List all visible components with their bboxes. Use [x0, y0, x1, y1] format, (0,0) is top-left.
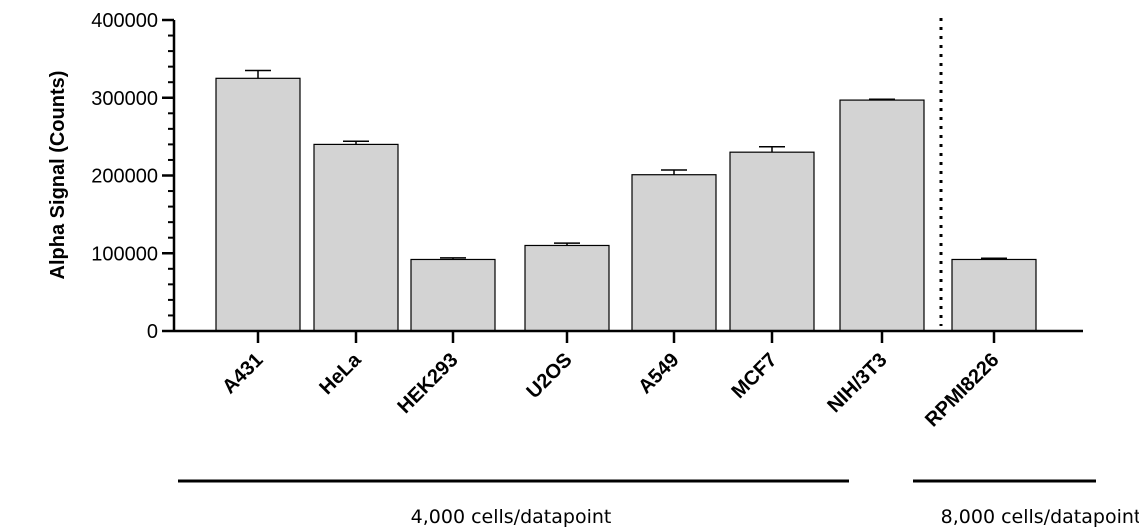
- y-tick-label: 0: [147, 321, 158, 343]
- bar: [631, 174, 717, 332]
- bar: [729, 151, 815, 332]
- y-tick-label: 100000: [91, 243, 158, 265]
- bar: [215, 77, 301, 332]
- bar: [410, 258, 496, 332]
- y-axis-title: Alpha Signal (Counts): [47, 71, 69, 280]
- bar: [951, 258, 1037, 332]
- x-tick-label: NIH/3T3: [823, 349, 891, 417]
- bars: [215, 69, 1037, 332]
- y-tick-label: 300000: [91, 88, 158, 110]
- x-tick-label: U2OS: [522, 349, 576, 403]
- bar: [524, 244, 610, 332]
- bar: [313, 143, 399, 332]
- group-label: 4,000 cells/datapoint: [411, 506, 612, 528]
- x-tick-label: A431: [218, 349, 267, 398]
- y-tick-label: 200000: [91, 166, 158, 188]
- group-label: 8,000 cells/datapoint: [941, 506, 1139, 528]
- x-tick-label: MCF7: [727, 349, 781, 403]
- group-annotations: 4,000 cells/datapoint 8,000 cells/datapoi…: [178, 479, 1139, 528]
- x-tick-label: HeLa: [315, 348, 366, 399]
- x-tick-label: A549: [634, 349, 683, 398]
- bar: [839, 99, 925, 332]
- x-axis: A431 HeLa HEK293 U2OS A549 MCF7 NIH/3T3 RPMI822…: [174, 18, 1083, 431]
- y-tick-label: 400000: [91, 10, 158, 32]
- x-tick-label: RPMI8226: [921, 349, 1003, 431]
- y-axis: 0 100000 200000 300000 400000: [91, 10, 176, 343]
- x-tick-label: HEK293: [394, 349, 463, 418]
